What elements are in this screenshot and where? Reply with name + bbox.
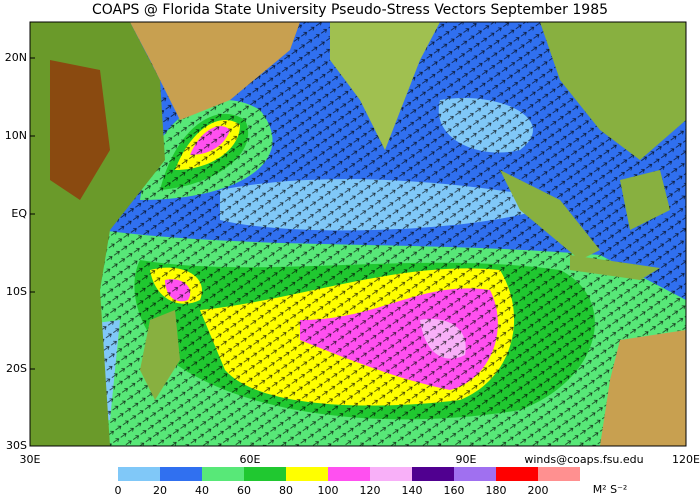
colorbar-tick-label: 200 (528, 484, 549, 497)
colorbar-swatch (202, 467, 244, 481)
colorbar-tick-label: 100 (318, 484, 339, 497)
colorbar-swatch (160, 467, 202, 481)
colorbar-units: M² S⁻² (593, 483, 628, 496)
colorbar-tick-label: 140 (402, 484, 423, 497)
colorbar-tick-label: 40 (195, 484, 209, 497)
lat-label: 10S (6, 285, 27, 298)
map-frame (29, 21, 687, 447)
lat-label: 20S (6, 362, 27, 375)
lat-label: 30S (6, 439, 27, 452)
colorbar-tick-label: 0 (115, 484, 122, 497)
colorbar-swatch (454, 467, 496, 481)
map-area (30, 22, 686, 446)
lat-label: 10N (5, 129, 27, 142)
colorbar-tick-label: 80 (279, 484, 293, 497)
lat-label: EQ (11, 207, 27, 220)
lon-label: 90E (456, 453, 477, 466)
lon-label: 120E (672, 453, 700, 466)
colorbar-swatch (412, 467, 454, 481)
colorbar-tick-label: 180 (486, 484, 507, 497)
colorbar-swatch (286, 467, 328, 481)
lon-label: 60E (240, 453, 261, 466)
colorbar-tick-label: 160 (444, 484, 465, 497)
lat-label: 20N (5, 51, 27, 64)
colorbar-swatch (370, 467, 412, 481)
colorbar-tick-label: 20 (153, 484, 167, 497)
colorbar-swatch (244, 467, 286, 481)
colorbar-swatch (118, 467, 160, 481)
map-title: COAPS @ Florida State University Pseudo-… (92, 2, 608, 18)
credit: winds@coaps.fsu.edu (524, 453, 643, 466)
lon-label: 30E (20, 453, 41, 466)
colorbar-swatch (538, 467, 580, 481)
colorbar-tick-label: 60 (237, 484, 251, 497)
colorbar-swatch (328, 467, 370, 481)
colorbar-tick-label: 120 (360, 484, 381, 497)
colorbar-swatch (496, 467, 538, 481)
